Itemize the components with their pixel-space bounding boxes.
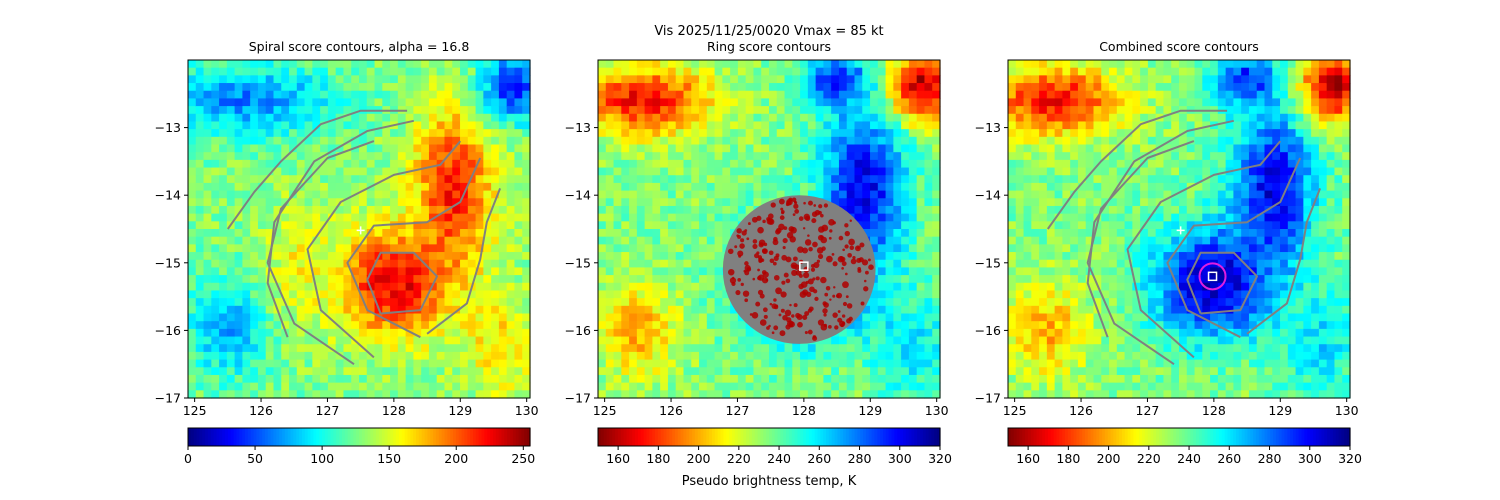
colorbar: 160 180 200 220 240 260 280 300 320 — [597, 427, 952, 466]
center-plus-marker — [1176, 226, 1185, 235]
center-circle-marker — [1198, 262, 1227, 291]
colorbar-tick-label: 200 — [687, 451, 711, 466]
colorbar-tick-label: 100 — [310, 451, 334, 466]
x-tick-label: 128 — [792, 403, 816, 418]
spiral-contour — [1166, 157, 1302, 339]
colorbar-tick-label: 280 — [848, 451, 872, 466]
panel-3: Combined score contours 125 126 127 128 129 13… — [975, 39, 1362, 466]
spiral-contour — [1126, 140, 1282, 359]
axes-frame — [187, 59, 531, 399]
panel-2: Ring score contours 125 126 127 128 129 130 −13… — [565, 39, 952, 466]
y-tick-label: −15 — [975, 255, 1001, 270]
spiral-contour — [1086, 119, 1235, 338]
x-tick-label: 125 — [1003, 403, 1027, 418]
colorbar-tick-label: 160 — [1016, 451, 1040, 466]
x-tick-label: 130 — [925, 403, 949, 418]
spiral-contour — [346, 157, 482, 339]
colorbar-tick-label: 260 — [1217, 451, 1241, 466]
y-tick-label: −14 — [975, 188, 1001, 203]
spiral-contour — [266, 140, 375, 366]
colorbar-tick-label: 300 — [1298, 451, 1322, 466]
figure-suptitle: Vis 2025/11/25/0020 Vmax = 85 kt — [654, 24, 883, 39]
y-tick-label: −16 — [565, 323, 591, 338]
x-tick-label: 127 — [1136, 403, 1160, 418]
x-tick-label: 129 — [858, 403, 882, 418]
y-tick-label: −13 — [565, 120, 591, 135]
y-tick-label: −15 — [565, 255, 591, 270]
colorbar-tick-label: 280 — [1258, 451, 1282, 466]
y-tick-label: −14 — [155, 188, 181, 203]
x-tick-label: 129 — [1268, 403, 1292, 418]
colorbar-tick-label: 180 — [1056, 451, 1080, 466]
colorbar-tick-label: 220 — [1137, 451, 1161, 466]
colorbar-tick-label: 240 — [1177, 451, 1201, 466]
spiral-contour — [306, 140, 462, 359]
panel-title: Combined score contours — [1099, 39, 1259, 54]
colorbar-tick-label: 180 — [646, 451, 670, 466]
y-tick-label: −17 — [155, 391, 181, 406]
axes-frame — [1007, 59, 1351, 399]
colorbar-tick-label: 200 — [444, 451, 468, 466]
colorbar-tick-label: 240 — [767, 451, 791, 466]
spiral-contour — [1246, 188, 1322, 335]
x-tick-label: 125 — [593, 403, 617, 418]
y-tick-label: −16 — [975, 323, 1001, 338]
axes-frame — [597, 59, 941, 399]
heatmap-image — [188, 60, 531, 399]
center-square-marker — [1207, 271, 1218, 282]
spiral-contour — [1086, 140, 1195, 366]
y-tick-label: −17 — [975, 391, 1001, 406]
colorbar-tick-label: 220 — [727, 451, 751, 466]
spiral-contour — [226, 109, 408, 230]
colorbar: 0 50 100 150 200 250 — [184, 427, 535, 466]
y-tick-label: −13 — [975, 120, 1001, 135]
spiral-contour — [426, 188, 502, 335]
colorbar-tick-label: 0 — [184, 451, 192, 466]
spiral-contour — [1186, 251, 1258, 315]
y-tick-label: −16 — [155, 323, 181, 338]
y-tick-label: −14 — [565, 188, 591, 203]
x-tick-label: 127 — [726, 403, 750, 418]
colorbar-tick-label: 320 — [1338, 451, 1362, 466]
colorbar-tick-label: 160 — [606, 451, 630, 466]
x-tick-label: 127 — [316, 403, 340, 418]
center-plus-marker — [356, 226, 365, 235]
panel-title: Ring score contours — [707, 39, 831, 54]
colorbar-tick-label: 50 — [247, 451, 263, 466]
spiral-contour — [1046, 109, 1228, 230]
spiral-contour — [266, 119, 415, 338]
spiral-contour — [366, 251, 438, 315]
x-tick-label: 126 — [1069, 403, 1093, 418]
x-tick-label: 126 — [659, 403, 683, 418]
panel-title: Spiral score contours, alpha = 16.8 — [249, 39, 470, 54]
colorbar-tick-label: 150 — [377, 451, 401, 466]
x-tick-label: 125 — [183, 403, 207, 418]
center-square-marker — [799, 261, 809, 271]
x-tick-label: 126 — [249, 403, 273, 418]
x-tick-label: 128 — [382, 403, 406, 418]
colorbar-tick-label: 200 — [1097, 451, 1121, 466]
colorbar-tick-label: 320 — [928, 451, 952, 466]
x-tick-label: 128 — [1202, 403, 1226, 418]
colorbar: 160 180 200 220 240 260 280 300 320 — [1007, 427, 1362, 466]
y-tick-label: −17 — [565, 391, 591, 406]
x-tick-label: 129 — [448, 403, 472, 418]
colorbar-label: Pseudo brightness temp, K — [682, 474, 857, 489]
x-tick-label: 130 — [515, 403, 539, 418]
y-tick-label: −15 — [155, 255, 181, 270]
colorbar-tick-label: 260 — [807, 451, 831, 466]
colorbar-tick-label: 250 — [511, 451, 535, 466]
panel-1: Spiral score contours, alpha = 16.8 125 12… — [155, 39, 539, 466]
y-tick-label: −13 — [155, 120, 181, 135]
colorbar-tick-label: 300 — [888, 451, 912, 466]
x-tick-label: 130 — [1335, 403, 1359, 418]
